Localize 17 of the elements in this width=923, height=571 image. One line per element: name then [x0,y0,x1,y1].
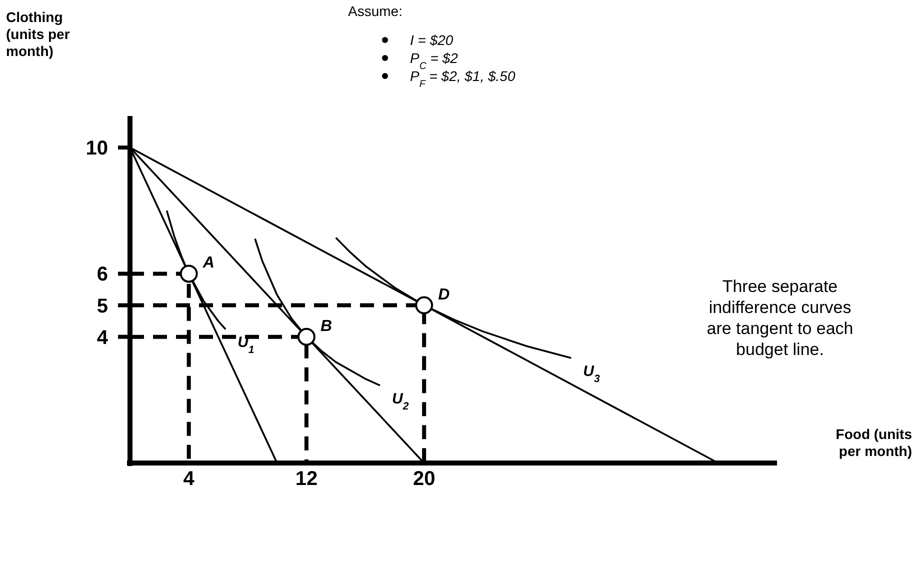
annotation: B [320,318,332,335]
y-tick-label: 6 [96,264,108,286]
annotation: A [202,254,214,272]
x-tick-label: 20 [412,468,436,490]
y-tick-label: 4 [96,326,109,349]
x-tick-label: 4 [183,468,196,490]
y-tick-label: 10 [86,138,108,160]
series-label: U$_{3}$ [583,362,600,385]
text: I = $20 [410,32,454,48]
x-axis-title: Food (units per month) [836,426,912,459]
y-axis-title: Clothing (units per month) [6,9,70,59]
x-tick-label: 12 [295,468,318,490]
annotation: D [438,286,450,304]
y-tick-label: 5 [96,295,108,318]
text: Assume: [348,3,402,19]
series-label: U$_{2}$ [392,390,409,412]
annotation: Three separate indifference curves are tangent to each budget line. [706,277,854,359]
